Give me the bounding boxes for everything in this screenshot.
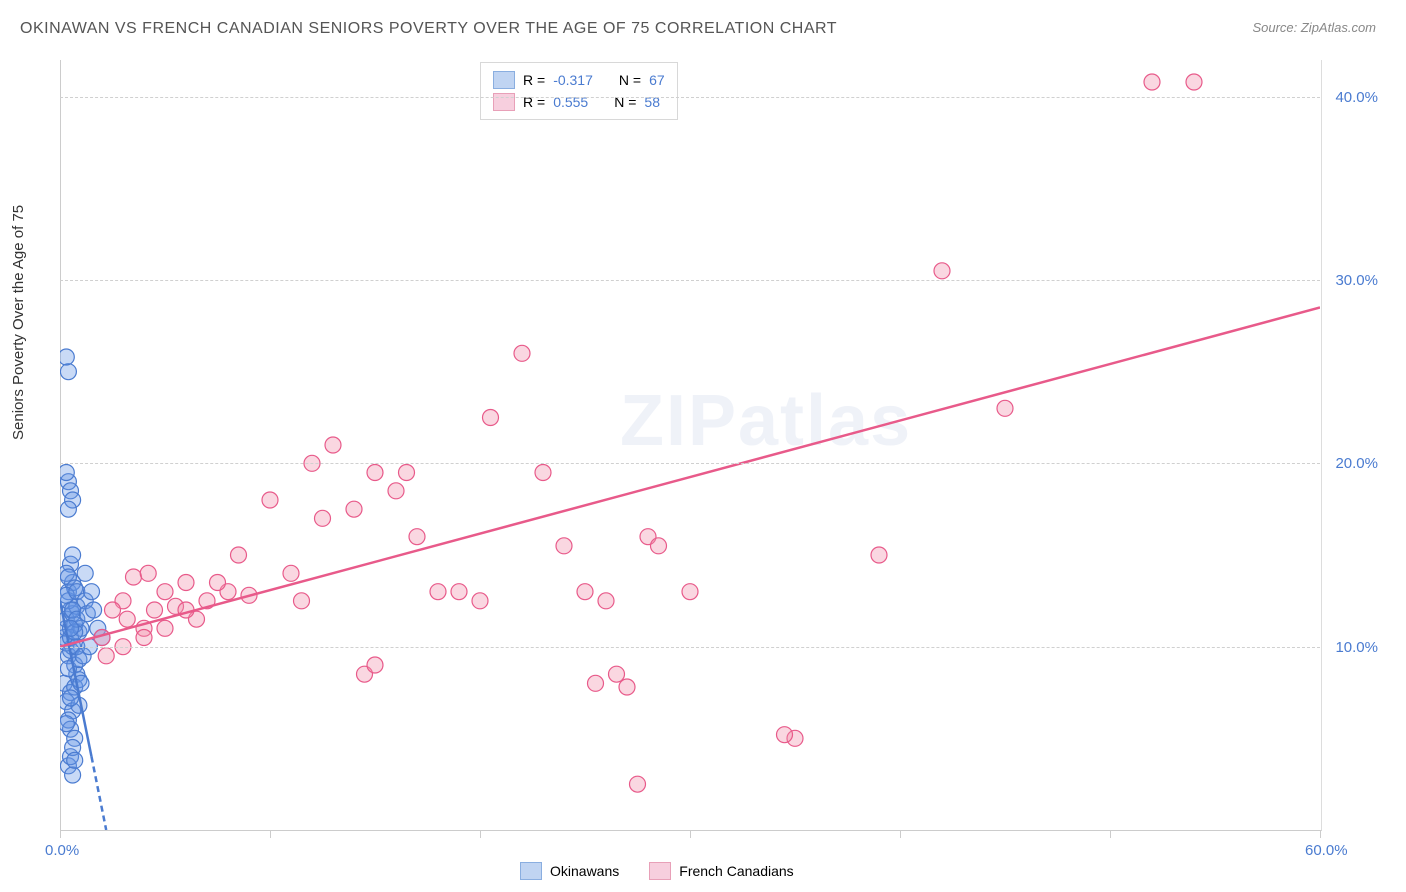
x-tick-mark (1110, 830, 1111, 838)
y-tick-label: 40.0% (1335, 89, 1378, 106)
x-tick-mark (1320, 830, 1321, 838)
legend-label-okinawans: Okinawans (550, 863, 619, 879)
source-attribution: Source: ZipAtlas.com (1252, 20, 1376, 35)
swatch-french-canadians-bottom (649, 862, 671, 880)
legend-label-french-canadians: French Canadians (679, 863, 793, 879)
y-tick-label: 20.0% (1335, 455, 1378, 472)
gridline (60, 647, 1320, 648)
x-tick-label: 60.0% (1305, 842, 1348, 859)
legend-item-french-canadians: French Canadians (649, 862, 793, 880)
r-label: R = (523, 72, 545, 88)
swatch-okinawans-bottom (520, 862, 542, 880)
r-value-okinawans: -0.317 (553, 72, 593, 88)
y-tick-label: 30.0% (1335, 272, 1378, 289)
legend-item-okinawans: Okinawans (520, 862, 619, 880)
x-tick-label: 0.0% (45, 842, 79, 859)
swatch-okinawans (493, 71, 515, 89)
y-tick-label: 10.0% (1335, 639, 1378, 656)
n-label: N = (619, 72, 641, 88)
correlation-legend: R = -0.317 N = 67 R = 0.555 N = 58 (480, 62, 678, 120)
x-tick-mark (270, 830, 271, 838)
gridline (60, 463, 1320, 464)
y-axis-label: Seniors Poverty Over the Age of 75 (10, 205, 27, 440)
plot-area (60, 60, 1322, 831)
gridline (60, 97, 1320, 98)
x-tick-mark (900, 830, 901, 838)
x-tick-mark (480, 830, 481, 838)
legend-row-okinawans: R = -0.317 N = 67 (493, 69, 665, 91)
gridline (60, 280, 1320, 281)
n-value-okinawans: 67 (649, 72, 665, 88)
x-tick-mark (60, 830, 61, 838)
chart-title: OKINAWAN VS FRENCH CANADIAN SENIORS POVE… (20, 20, 837, 38)
x-tick-mark (690, 830, 691, 838)
series-legend: Okinawans French Canadians (520, 862, 794, 880)
legend-row-french-canadians: R = 0.555 N = 58 (493, 91, 665, 113)
